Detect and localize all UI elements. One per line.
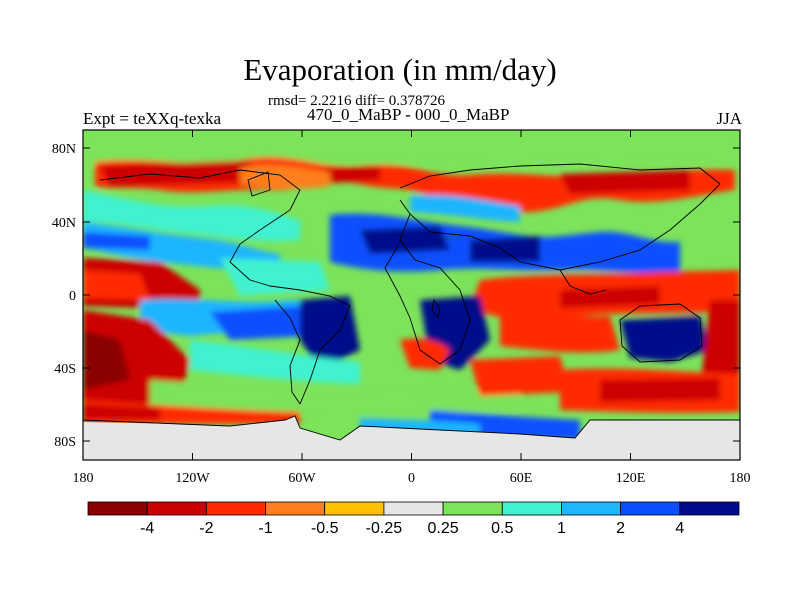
lat-tick-label: 80S: [54, 435, 76, 450]
colorbar-box: [265, 501, 326, 516]
evaporation-field: [83, 130, 740, 460]
lat-tick-label: 80N: [52, 142, 76, 157]
colorbar-box: [146, 501, 207, 516]
colorbar-label: -0.25: [366, 520, 403, 537]
colorbar-box: [383, 501, 444, 516]
colorbar-box: [679, 501, 740, 516]
colorbar-box: [620, 501, 681, 516]
lon-tick-label: 0: [408, 471, 415, 486]
lon-tick-label: 120W: [175, 471, 210, 486]
lat-tick-label: 40S: [54, 362, 76, 377]
lat-tick-label: 0: [69, 289, 76, 304]
colorbar: -4 -2 -1 -0.5 -0.25 0.25 0.5 1 2 4: [87, 501, 740, 537]
colorbar-label: 0.5: [491, 520, 513, 537]
colorbar-box: [205, 501, 266, 516]
lon-tick-label: 180: [73, 471, 94, 486]
colorbar-label: -1: [258, 520, 272, 537]
experiment-label: Expt = teXXq-texka: [83, 109, 221, 128]
colorbar-box: [324, 501, 385, 516]
lat-tick-label: 40N: [52, 216, 76, 231]
longitude-axis: 180 120W 60W 0 60E 120E 180: [73, 130, 751, 486]
map-title: Evaporation (in mm/day): [243, 52, 557, 87]
colorbar-label: -0.5: [311, 520, 339, 537]
colorbar-box: [561, 501, 622, 516]
colorbar-box: [501, 501, 562, 516]
season-label: JJA: [716, 109, 742, 128]
stats-label: rmsd= 2.2216 diff= 0.378726: [268, 93, 446, 109]
colorbar-box: [442, 501, 503, 516]
period-label: 470_0_MaBP - 000_0_MaBP: [307, 105, 510, 124]
lon-tick-label: 60E: [510, 471, 533, 486]
colorbar-box: [87, 501, 148, 516]
colorbar-label: 2: [616, 520, 625, 537]
lon-tick-label: 60W: [288, 471, 316, 486]
lon-tick-label: 120E: [616, 471, 646, 486]
latitude-axis: 80N 40N 0 40S 80S: [52, 142, 740, 450]
colorbar-label: -2: [199, 520, 213, 537]
lon-tick-label: 180: [730, 471, 751, 486]
colorbar-label: 1: [557, 520, 566, 537]
colorbar-label: -4: [140, 520, 154, 537]
colorbar-label: 0.25: [428, 520, 459, 537]
colorbar-label: 4: [675, 520, 684, 537]
